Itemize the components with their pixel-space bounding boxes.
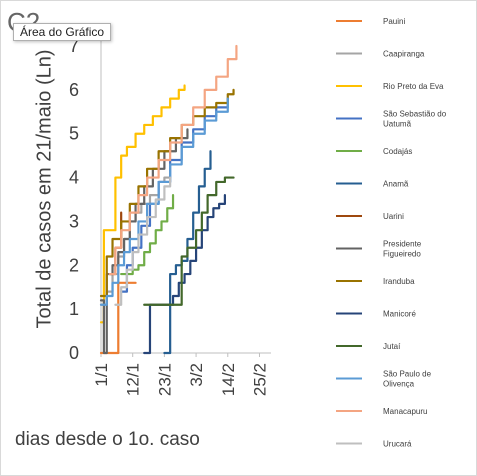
x-tick-label: 3/2	[187, 363, 206, 387]
series-line-9	[99, 88, 235, 298]
x-axis-title: dias desde o 1o. caso	[15, 429, 200, 450]
series-lines	[99, 44, 238, 355]
x-tick-label: 25/2	[250, 363, 269, 396]
y-tick-label: 6	[69, 80, 79, 100]
series-line-2	[99, 176, 172, 306]
series-line-10	[143, 194, 226, 355]
legend-label: Codajás	[383, 147, 412, 156]
y-tick-label: 7	[69, 36, 79, 56]
x-tick-label: 1/1	[92, 363, 111, 387]
y-tick-label: 3	[69, 211, 79, 231]
legend: Pauini Caapiranga Rio Preto da Eva São Seba…	[336, 17, 447, 449]
legend-label: Urucará	[383, 440, 412, 449]
legend-label: Pauini	[383, 17, 405, 26]
legend-label: Uarini	[383, 212, 404, 221]
legend-label: São Sebastião do Uatumã	[383, 110, 447, 129]
series-line-12	[99, 97, 229, 306]
x-tick-label: 23/1	[155, 363, 174, 396]
legend-label: São Paulo de Olivença	[383, 370, 432, 389]
axes: 0 1 2 3 4 5 6 7 1/1 12/1 23/1 3/2 14/2 25/2	[69, 36, 271, 396]
legend-label: Manacapuru	[383, 407, 427, 416]
series-line-14	[114, 176, 172, 306]
legend-label: Anamã	[383, 180, 409, 189]
y-tick-label: 1	[69, 299, 79, 319]
legend-label: Rio Preto da Eva	[383, 82, 444, 91]
y-tick-label: 0	[69, 343, 79, 363]
series-line-13	[108, 44, 238, 276]
legend-label: Presidente Figueiredo	[383, 240, 422, 259]
series-line-8	[99, 128, 189, 355]
series-line-11	[143, 176, 235, 306]
legend-label: Caapiranga	[383, 50, 425, 59]
legend-label: Manicoré	[383, 310, 416, 319]
x-tick-label: 14/2	[219, 363, 238, 396]
legend-label: Jutaí	[383, 342, 401, 351]
y-tick-label: 2	[69, 255, 79, 275]
y-axis-title: Total de casos em 21/maio (Ln)	[33, 49, 56, 329]
series-line-6	[163, 150, 212, 355]
legend-label: Iranduba	[383, 277, 415, 286]
y-tick-label: 5	[69, 124, 79, 144]
y-tick-label: 4	[69, 168, 79, 188]
series-line-3	[99, 84, 186, 324]
x-tick-label: 12/1	[124, 363, 143, 396]
series-line-1	[99, 281, 137, 355]
chart-area-tooltip: Área do Gráfico	[13, 23, 112, 41]
